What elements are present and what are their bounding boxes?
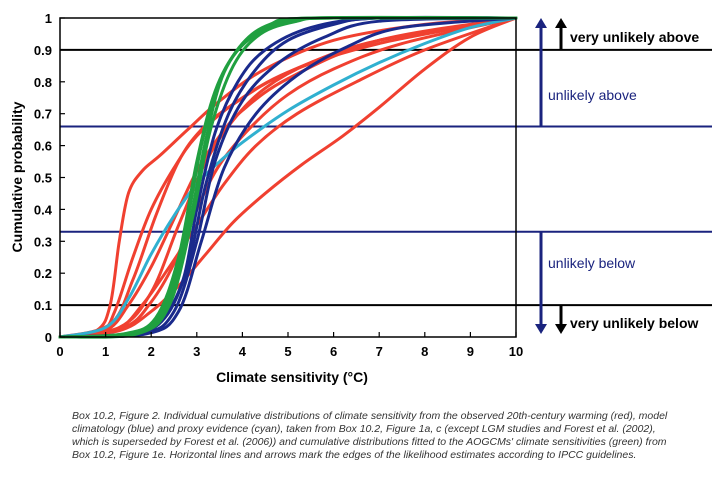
y-tick-label: 0.7 [34,107,52,122]
y-tick-label: 1 [45,11,52,26]
y-tick-label: 0.5 [34,171,52,186]
y-tick-label: 0.3 [34,234,52,249]
x-tick-label: 10 [509,344,523,359]
y-tick-label: 0.2 [34,266,52,281]
arrow-very-unlikely-below-head [555,324,567,334]
series-line-observed [58,16,518,339]
y-tick-label: 0.8 [34,75,52,90]
x-axis-label: Climate sensitivity (°C) [216,369,368,385]
y-axis-label: Cumulative probability [9,101,25,252]
cdf-chart: 0 1 2 3 4 5 6 7 8 9 10 0 0.1 0.2 0.3 0.4 0.5 0.6 0.7 0.8 0.9… [9,11,712,385]
y-tick-label: 0 [45,330,52,345]
series-line-observed [58,16,518,339]
x-tick-label: 9 [467,344,474,359]
x-tick-label: 8 [421,344,428,359]
annotation-very-unlikely-above: very unlikely above [570,29,699,45]
x-tick-label: 6 [330,344,337,359]
x-tick-label: 2 [148,344,155,359]
x-tick-label: 3 [193,344,200,359]
series-line-model [58,16,518,339]
y-tick-label: 0.4 [34,202,53,217]
arrow-very-unlikely-above-head [555,18,567,28]
x-tick-label: 7 [376,344,383,359]
x-tick-label: 1 [102,344,109,359]
series-line-observed [58,16,518,339]
annotation-very-unlikely-below: very unlikely below [570,315,698,331]
y-tick-label: 0.6 [34,139,52,154]
series-line-model [58,16,518,339]
x-tick-label: 0 [56,344,63,359]
arrow-unlikely-below-head [535,324,547,334]
series-line-observed [58,16,518,339]
series-line-proxy [58,16,518,339]
x-tick-label: 4 [239,344,247,359]
annotation-unlikely-below: unlikely below [548,255,636,271]
arrow-unlikely-above-head [535,18,547,28]
y-tick-label: 0.1 [34,298,52,313]
figure-caption: Box 10.2, Figure 2. Individual cumulativ… [72,410,668,461]
x-tick-label: 5 [284,344,291,359]
annotation-unlikely-above: unlikely above [548,87,637,103]
y-tick-label: 0.9 [34,43,52,58]
